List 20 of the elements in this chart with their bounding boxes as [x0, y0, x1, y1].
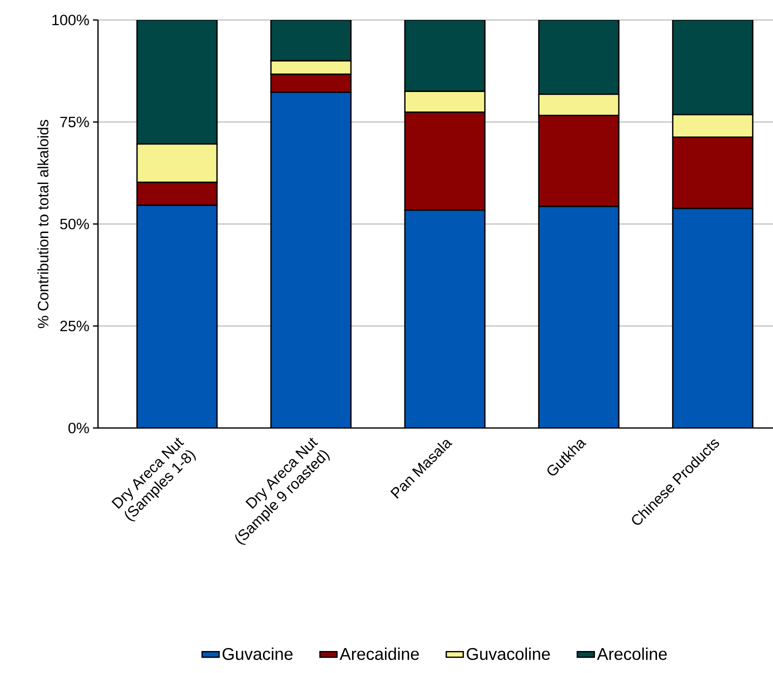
bar — [404, 20, 486, 92]
bar — [672, 20, 754, 116]
y-tick-label: 50% — [60, 218, 89, 230]
y-axis-title: % Contribution to total alkaloids — [37, 120, 48, 328]
legend-label: Arecoline — [596, 648, 667, 660]
bar — [136, 20, 218, 145]
bar — [404, 210, 485, 428]
bar — [538, 20, 620, 95]
legend-label: Guvacoline — [466, 648, 550, 660]
y-tick-label: 100% — [52, 14, 89, 26]
bar — [672, 208, 754, 428]
bar — [270, 20, 352, 62]
y-tick-label: 0% — [68, 422, 89, 434]
bar — [137, 205, 218, 428]
legend-label: Guvacine — [222, 648, 293, 660]
bar — [538, 206, 619, 428]
y-tick-label: 25% — [60, 320, 89, 332]
legend-label: Arecaidine — [340, 648, 419, 660]
y-tick-label: 75% — [60, 116, 89, 128]
bar — [270, 92, 351, 428]
